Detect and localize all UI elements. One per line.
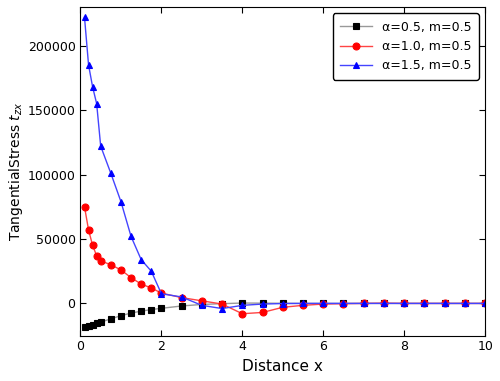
α=0.5, m=0.5 <box>94 321 100 326</box>
α=0.5, m=0.5 <box>98 320 103 324</box>
α=1.5, m=0.5 <box>98 144 103 149</box>
α=0.5, m=0.5 <box>219 301 225 306</box>
α=1.5, m=0.5 <box>199 303 205 307</box>
α=1.0, m=0.5 <box>340 301 346 306</box>
α=1.0, m=0.5 <box>108 263 114 267</box>
Y-axis label: TangentialStress $t_{zx}$: TangentialStress $t_{zx}$ <box>7 102 25 241</box>
α=0.5, m=0.5 <box>340 301 346 306</box>
α=1.0, m=0.5 <box>98 259 103 263</box>
α=1.5, m=0.5 <box>148 269 154 274</box>
α=0.5, m=0.5 <box>401 301 407 306</box>
α=1.5, m=0.5 <box>94 101 100 106</box>
α=0.5, m=0.5 <box>128 311 134 315</box>
α=1.5, m=0.5 <box>462 301 468 306</box>
α=1.5, m=0.5 <box>108 171 114 176</box>
α=0.5, m=0.5 <box>148 307 154 312</box>
α=1.0, m=0.5 <box>280 305 286 310</box>
α=0.5, m=0.5 <box>422 301 428 306</box>
α=1.5, m=0.5 <box>82 15 87 19</box>
α=1.5, m=0.5 <box>442 301 448 306</box>
α=1.5, m=0.5 <box>280 301 286 306</box>
α=1.5, m=0.5 <box>401 301 407 306</box>
α=1.0, m=0.5 <box>118 267 124 272</box>
α=0.5, m=0.5 <box>158 306 164 311</box>
α=1.5, m=0.5 <box>128 234 134 239</box>
α=1.5, m=0.5 <box>320 301 326 306</box>
α=1.5, m=0.5 <box>118 199 124 204</box>
α=1.0, m=0.5 <box>401 301 407 306</box>
α=0.5, m=0.5 <box>178 304 184 308</box>
α=0.5, m=0.5 <box>360 301 366 306</box>
α=1.0, m=0.5 <box>300 303 306 307</box>
α=1.5, m=0.5 <box>86 62 91 67</box>
α=1.0, m=0.5 <box>240 311 246 316</box>
Legend: α=0.5, m=0.5, α=1.0, m=0.5, α=1.5, m=0.5: α=0.5, m=0.5, α=1.0, m=0.5, α=1.5, m=0.5 <box>333 13 479 80</box>
α=1.5, m=0.5 <box>90 85 96 89</box>
α=1.0, m=0.5 <box>94 253 100 258</box>
Line: α=0.5, m=0.5: α=0.5, m=0.5 <box>81 299 488 331</box>
α=0.5, m=0.5 <box>86 324 91 328</box>
α=1.5, m=0.5 <box>300 301 306 306</box>
α=1.0, m=0.5 <box>86 228 91 232</box>
Line: α=1.5, m=0.5: α=1.5, m=0.5 <box>81 14 488 312</box>
α=0.5, m=0.5 <box>442 301 448 306</box>
α=0.5, m=0.5 <box>300 301 306 306</box>
X-axis label: Distance x: Distance x <box>242 359 323 374</box>
α=1.5, m=0.5 <box>482 301 488 306</box>
α=1.5, m=0.5 <box>158 291 164 296</box>
α=0.5, m=0.5 <box>482 301 488 306</box>
α=1.0, m=0.5 <box>482 301 488 306</box>
Line: α=1.0, m=0.5: α=1.0, m=0.5 <box>81 203 488 317</box>
α=1.0, m=0.5 <box>199 299 205 303</box>
α=0.5, m=0.5 <box>381 301 387 306</box>
α=0.5, m=0.5 <box>240 301 246 305</box>
α=1.0, m=0.5 <box>442 301 448 306</box>
α=0.5, m=0.5 <box>90 322 96 327</box>
α=1.5, m=0.5 <box>178 295 184 299</box>
α=0.5, m=0.5 <box>108 317 114 321</box>
α=1.0, m=0.5 <box>82 205 87 209</box>
α=0.5, m=0.5 <box>118 314 124 318</box>
α=1.0, m=0.5 <box>158 291 164 295</box>
α=0.5, m=0.5 <box>138 309 144 314</box>
α=1.0, m=0.5 <box>138 282 144 287</box>
α=1.0, m=0.5 <box>90 243 96 248</box>
α=1.5, m=0.5 <box>360 301 366 306</box>
α=1.5, m=0.5 <box>422 301 428 306</box>
α=1.0, m=0.5 <box>148 286 154 290</box>
α=1.0, m=0.5 <box>128 275 134 280</box>
α=1.0, m=0.5 <box>320 302 326 306</box>
α=1.5, m=0.5 <box>381 301 387 306</box>
α=1.0, m=0.5 <box>381 301 387 306</box>
α=1.0, m=0.5 <box>422 301 428 306</box>
α=1.5, m=0.5 <box>219 306 225 311</box>
α=0.5, m=0.5 <box>280 301 286 306</box>
α=0.5, m=0.5 <box>260 301 266 306</box>
α=0.5, m=0.5 <box>199 302 205 307</box>
α=0.5, m=0.5 <box>82 325 87 330</box>
α=1.5, m=0.5 <box>260 302 266 306</box>
α=1.5, m=0.5 <box>138 257 144 262</box>
α=0.5, m=0.5 <box>462 301 468 306</box>
α=0.5, m=0.5 <box>320 301 326 306</box>
α=1.5, m=0.5 <box>240 303 246 307</box>
α=1.5, m=0.5 <box>340 301 346 306</box>
α=1.0, m=0.5 <box>462 301 468 306</box>
α=1.0, m=0.5 <box>219 302 225 306</box>
α=1.0, m=0.5 <box>178 295 184 300</box>
α=1.0, m=0.5 <box>360 301 366 306</box>
α=1.0, m=0.5 <box>260 310 266 315</box>
